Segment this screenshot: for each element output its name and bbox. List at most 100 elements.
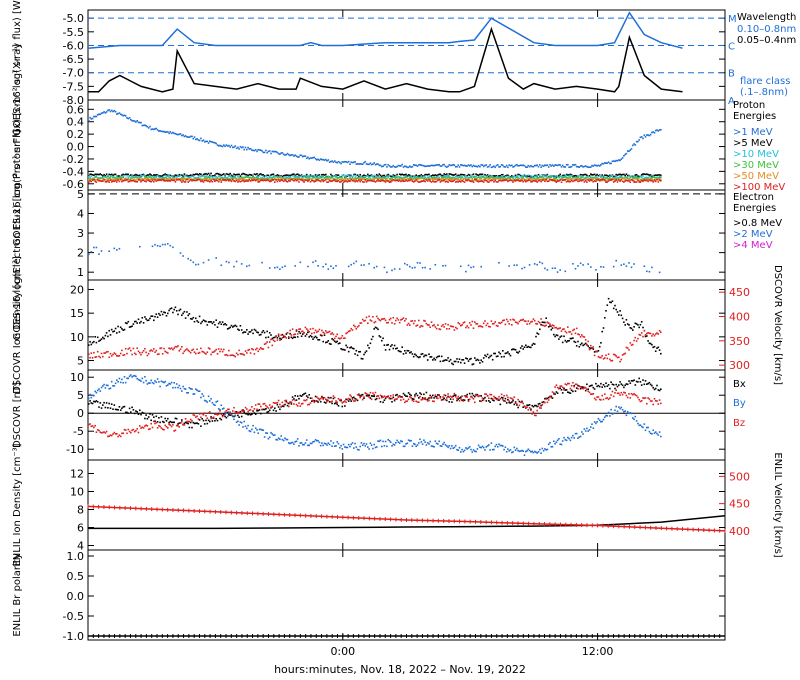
series-point	[630, 179, 633, 181]
series-point	[234, 174, 237, 176]
series-point	[158, 176, 160, 178]
series-point	[623, 181, 625, 183]
series-point	[379, 174, 382, 177]
series-point	[88, 397, 90, 400]
series-point	[260, 179, 262, 182]
series-point	[485, 324, 488, 327]
series-point	[156, 378, 159, 380]
series-point	[582, 344, 584, 347]
series-point	[307, 156, 309, 159]
series-point	[424, 398, 426, 400]
series-point	[378, 335, 381, 337]
series-point	[327, 399, 330, 402]
series-point	[590, 177, 592, 179]
series-point	[226, 178, 229, 181]
series-point	[258, 175, 261, 177]
series-point	[379, 164, 382, 167]
series-point	[461, 399, 463, 402]
series-point	[271, 344, 274, 347]
series-point	[502, 173, 504, 176]
series-point	[628, 178, 630, 181]
series-point	[169, 383, 172, 385]
series-point	[311, 400, 313, 402]
series-point	[574, 341, 577, 344]
series-point	[91, 425, 94, 427]
series-point	[498, 322, 500, 324]
series-point	[299, 175, 302, 178]
series-point	[112, 385, 114, 387]
series-point	[601, 178, 603, 181]
series-point	[420, 177, 423, 179]
series-point	[355, 328, 358, 330]
series-point	[423, 180, 425, 182]
series-point	[481, 180, 484, 183]
series-point	[104, 178, 107, 181]
series-point	[102, 336, 104, 339]
series-point	[425, 391, 428, 394]
series-point	[156, 129, 159, 131]
series-point	[316, 174, 318, 177]
series-point	[184, 178, 187, 180]
series-point	[620, 177, 623, 179]
series-point	[572, 390, 574, 393]
series-point	[317, 401, 319, 403]
series-point	[451, 164, 453, 167]
series-point	[200, 416, 202, 419]
series-point	[540, 166, 542, 168]
series-point	[154, 380, 156, 382]
series-point	[263, 178, 266, 181]
series-point	[360, 175, 363, 178]
series-point	[570, 178, 573, 180]
series-point	[624, 174, 626, 177]
series-point	[103, 111, 105, 113]
series-point	[235, 411, 238, 413]
series-point	[619, 407, 621, 410]
series-point	[620, 158, 623, 160]
series-point	[513, 264, 516, 266]
series-point	[246, 180, 248, 182]
series-point	[234, 177, 237, 180]
series-point	[625, 179, 628, 182]
series-point	[491, 358, 494, 361]
series-point	[167, 131, 169, 133]
series-point	[238, 176, 240, 179]
series-point	[349, 177, 351, 180]
series-point	[285, 153, 288, 156]
series-point	[332, 339, 335, 341]
series-point	[600, 342, 602, 344]
series-point	[294, 395, 296, 397]
series-point	[237, 328, 239, 331]
series-point	[184, 135, 187, 137]
series-point	[421, 266, 424, 269]
series-point	[381, 165, 383, 168]
series-point	[131, 406, 133, 409]
series-point	[126, 377, 128, 380]
series-point	[370, 178, 373, 181]
series-point	[183, 175, 186, 177]
series-point	[164, 243, 166, 246]
series-point	[624, 352, 626, 355]
series-point	[584, 179, 587, 182]
series-point	[479, 173, 481, 176]
series-point	[209, 140, 211, 142]
series-point	[133, 374, 136, 377]
series-point	[568, 391, 570, 394]
series-point	[489, 449, 491, 451]
series-point	[438, 176, 440, 179]
series-point	[375, 397, 378, 400]
series-point	[140, 427, 142, 429]
series-point	[605, 174, 607, 177]
series-point	[564, 174, 567, 177]
series-point	[126, 322, 128, 325]
series-point	[163, 311, 165, 313]
series-point	[293, 333, 295, 336]
series-point	[451, 177, 453, 179]
series-point	[107, 407, 109, 409]
series-point	[564, 178, 567, 181]
series-point	[146, 383, 149, 385]
series-point	[577, 384, 579, 387]
series-point	[177, 345, 179, 347]
series-point	[531, 176, 533, 178]
series-point	[498, 443, 500, 445]
series-point	[578, 178, 581, 181]
